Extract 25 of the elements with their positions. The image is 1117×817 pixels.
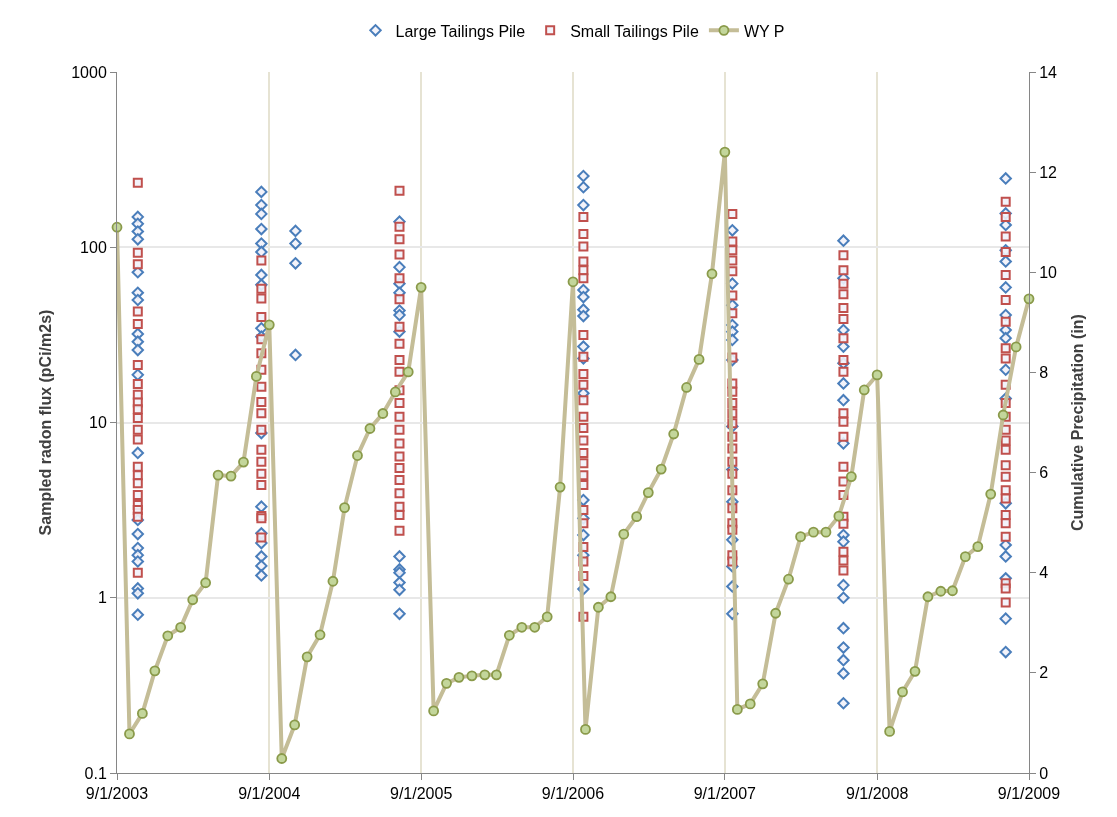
y2-axis-title: Cumulative Precipitation (in) (1068, 314, 1086, 531)
y2-tick-label: 0 (1039, 764, 1049, 782)
y-tick-label: 1000 (71, 63, 107, 81)
x-tick-label: 9/1/2005 (390, 785, 453, 803)
y2-tick-label: 10 (1039, 263, 1058, 281)
y-tick-label: 10 (89, 414, 107, 432)
y2-tick-label: 8 (1039, 364, 1049, 382)
y2-tick-label: 2 (1039, 664, 1049, 682)
x-tick-label: 9/1/2007 (693, 785, 757, 803)
x-tick-label: 9/1/2003 (85, 785, 149, 803)
legend-label: Small Tailings Pile (570, 22, 699, 40)
y-tick-label: 0.1 (84, 764, 107, 782)
legend-label: Large Tailings Pile (395, 22, 526, 40)
y2-tick-label: 12 (1039, 163, 1058, 181)
y2-tick-label: 6 (1039, 464, 1049, 482)
x-tick-label: 9/1/2004 (238, 785, 301, 803)
y2-tick-label: 4 (1039, 564, 1049, 582)
x-tick-label: 9/1/2009 (997, 785, 1061, 803)
legend-label: WY P (743, 22, 785, 40)
y-tick-label: 100 (80, 238, 107, 256)
y-axis-title: Sampled radon flux (pCi/m2s) (37, 309, 55, 536)
x-tick-label: 9/1/2008 (846, 785, 909, 803)
x-tick-label: 9/1/2006 (541, 785, 605, 803)
y-tick-label: 1 (97, 589, 107, 607)
y2-tick-label: 14 (1039, 63, 1058, 81)
